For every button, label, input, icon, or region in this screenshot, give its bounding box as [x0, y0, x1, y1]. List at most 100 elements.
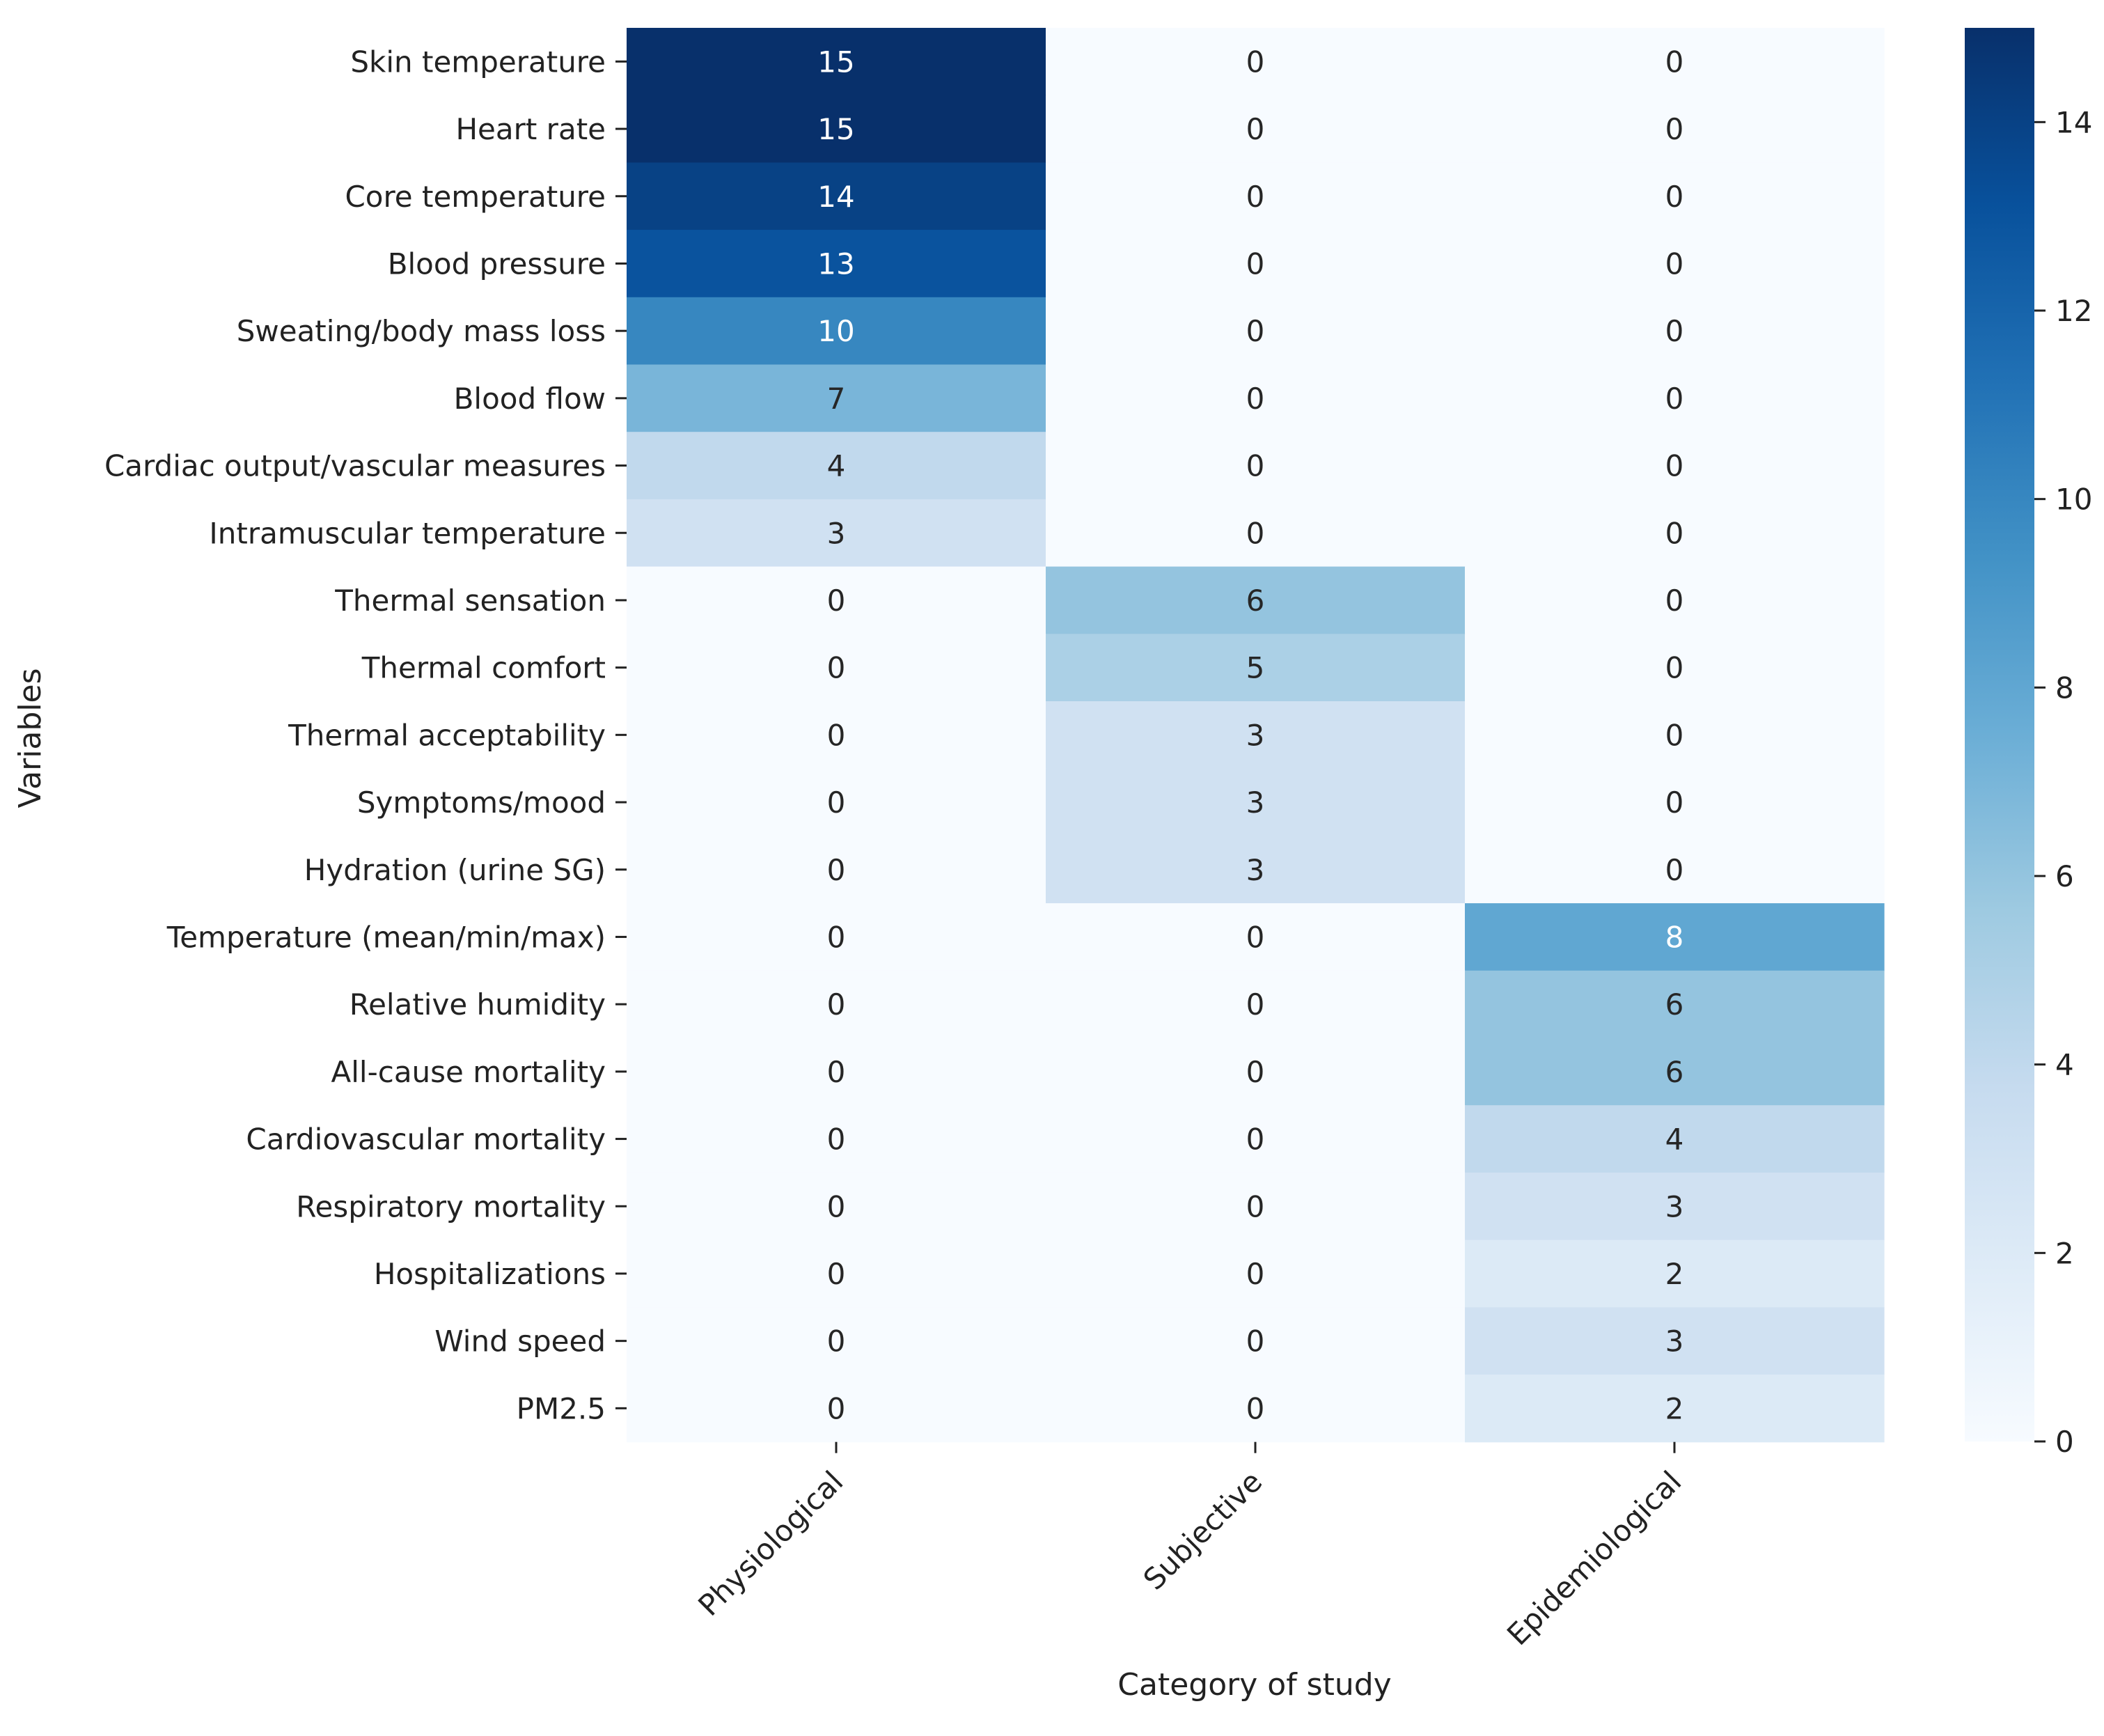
- cell-value-label: 0: [1665, 314, 1684, 348]
- cell-value-label: 0: [1665, 112, 1684, 146]
- heatmap-cells: 15 0 0 15 0 0 14 0 0 13 0 0 10 0 0 7 0 0 4 0 0 3 0 0 0 6 0 0 5 0 0 3 0 0 3…: [627, 28, 1885, 1443]
- cell-value-label: 6: [1665, 987, 1684, 1022]
- heatmap-cell: [1046, 1038, 1466, 1106]
- cell-value-label: 3: [1665, 1189, 1684, 1223]
- cell-value-label: 7: [827, 382, 846, 416]
- heatmap-cell: [1465, 28, 1885, 96]
- colorbar-tick-label: 12: [2055, 294, 2092, 328]
- row-tick-label: Skin temperature: [350, 45, 606, 79]
- heatmap-cell: [627, 970, 1046, 1039]
- heatmap-cell: [1046, 701, 1466, 769]
- y-axis-title: Variables: [13, 668, 48, 808]
- heatmap-cell: [627, 1172, 1046, 1241]
- row-tick-label: Respiratory mortality: [296, 1189, 606, 1223]
- cell-value-label: 0: [827, 785, 846, 820]
- row-tick-label: Temperature (mean/min/max): [166, 920, 606, 954]
- colorbar-tick-label: 4: [2055, 1048, 2074, 1082]
- cell-value-label: 0: [827, 1324, 846, 1359]
- heatmap-cell: [1465, 1307, 1885, 1375]
- colorbar-tick-label: 2: [2055, 1236, 2074, 1270]
- cell-value-label: 0: [1665, 651, 1684, 685]
- heatmap-cell: [627, 499, 1046, 568]
- cell-value-label: 6: [1665, 1055, 1684, 1089]
- heatmap-cell: [1046, 28, 1466, 96]
- heatmap-cell: [627, 432, 1046, 500]
- heatmap-cell: [1465, 95, 1885, 163]
- heatmap-cell: [1046, 499, 1466, 568]
- row-ticks: Skin temperature Heart rate Core temperatu…: [104, 45, 627, 1425]
- cell-value-label: 0: [827, 853, 846, 887]
- cell-value-label: 0: [1246, 314, 1265, 348]
- heatmap-cell: [627, 903, 1046, 971]
- heatmap-cell: [1465, 1240, 1885, 1308]
- cell-value-label: 3: [1246, 853, 1265, 887]
- heatmap-cell: [1465, 162, 1885, 230]
- heatmap-cell: [1465, 432, 1885, 500]
- heatmap-cell: [1465, 970, 1885, 1039]
- cell-value-label: 0: [1665, 180, 1684, 214]
- cell-value-label: 0: [1246, 45, 1265, 79]
- cell-value-label: 0: [1246, 920, 1265, 954]
- row-tick-label: Cardiovascular mortality: [246, 1123, 606, 1157]
- cell-value-label: 0: [1665, 247, 1684, 281]
- heatmap-cell: [627, 364, 1046, 432]
- cell-value-label: 0: [1665, 785, 1684, 820]
- cell-value-label: 4: [1665, 1123, 1684, 1157]
- column-ticks: Physiological Subjective Epidemiological: [691, 1441, 1688, 1652]
- cell-value-label: 0: [827, 1391, 846, 1425]
- heatmap-cell: [1465, 1172, 1885, 1241]
- cell-value-label: 3: [1665, 1324, 1684, 1359]
- row-tick-label: Sweating/body mass loss: [237, 314, 606, 348]
- cell-value-label: 0: [827, 920, 846, 954]
- heatmap-cell: [1046, 162, 1466, 230]
- row-tick-label: Blood flow: [454, 382, 606, 416]
- cell-value-label: 0: [827, 1257, 846, 1291]
- cell-value-label: 0: [1665, 584, 1684, 618]
- heatmap-cell: [1046, 432, 1466, 500]
- heatmap-cell: [1465, 230, 1885, 298]
- cell-value-label: 0: [1665, 718, 1684, 752]
- heatmap-cell: [1465, 566, 1885, 634]
- heatmap-cell: [627, 28, 1046, 96]
- cell-value-label: 2: [1665, 1257, 1684, 1291]
- colorbar-tick-label: 10: [2055, 483, 2092, 517]
- column-tick-label: Physiological: [691, 1464, 849, 1622]
- cell-value-label: 0: [1246, 1189, 1265, 1223]
- cell-value-label: 15: [817, 45, 854, 79]
- row-tick-label: All-cause mortality: [331, 1055, 606, 1089]
- colorbar-gradient: [1965, 28, 2034, 1441]
- heatmap-cell: [1046, 836, 1466, 904]
- heatmap-cell: [1046, 1105, 1466, 1173]
- cell-value-label: 4: [827, 449, 846, 483]
- heatmap-cell: [627, 297, 1046, 366]
- row-tick-label: Blood pressure: [388, 247, 606, 281]
- row-tick-label: Symptoms/mood: [357, 785, 606, 820]
- cell-value-label: 0: [1665, 382, 1684, 416]
- row-tick-label: Thermal acceptability: [288, 718, 606, 752]
- cell-value-label: 0: [1246, 1123, 1265, 1157]
- cell-value-label: 0: [827, 718, 846, 752]
- heatmap-cell: [1046, 364, 1466, 432]
- heatmap-cell: [1046, 1172, 1466, 1241]
- heatmap-cell: [627, 768, 1046, 836]
- cell-value-label: 0: [1246, 1391, 1265, 1425]
- heatmap-cell: [627, 836, 1046, 904]
- heatmap-cell: [1465, 1105, 1885, 1173]
- column-tick-label: Epidemiological: [1500, 1464, 1688, 1652]
- heatmap-cell: [627, 1105, 1046, 1173]
- heatmap-cell: [1046, 566, 1466, 634]
- heatmap-cell: [1465, 836, 1885, 904]
- cell-value-label: 0: [1246, 382, 1265, 416]
- heatmap-cell: [627, 1307, 1046, 1375]
- row-tick-label: Thermal sensation: [334, 584, 606, 618]
- colorbar-tick-label: 6: [2055, 859, 2074, 893]
- row-tick-label: Cardiac output/vascular measures: [104, 449, 606, 483]
- heatmap-cell: [1046, 1240, 1466, 1308]
- row-tick-label: Hospitalizations: [374, 1257, 606, 1291]
- heatmap-cell: [1046, 230, 1466, 298]
- heatmap-cell: [1465, 634, 1885, 702]
- row-tick-label: Heart rate: [455, 112, 606, 146]
- cell-value-label: 0: [1246, 449, 1265, 483]
- cell-value-label: 8: [1665, 920, 1684, 954]
